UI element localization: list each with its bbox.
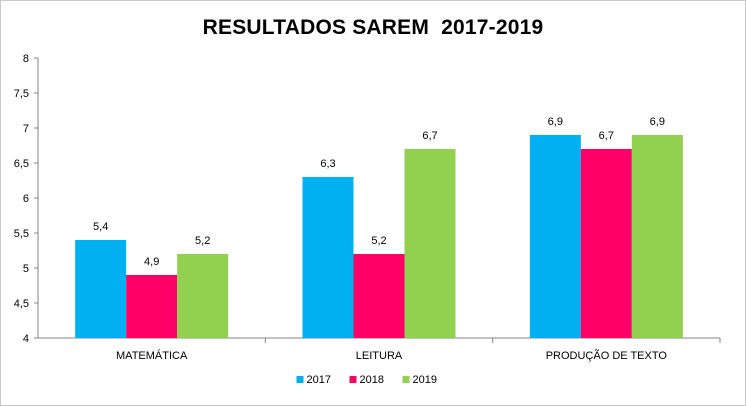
y-tick-label: 7 (23, 123, 29, 135)
data-label: 5,4 (93, 221, 108, 233)
data-label: 5,2 (195, 235, 210, 247)
legend-label: 2018 (360, 374, 384, 386)
bar-2019 (177, 254, 229, 338)
bar-2018 (580, 149, 632, 338)
y-tick-label: 8 (23, 53, 29, 65)
bar-2019 (631, 135, 683, 338)
y-tick-label: 6,5 (14, 158, 29, 170)
bar-2017 (302, 177, 354, 338)
bar-2018 (126, 275, 178, 338)
data-label: 6,7 (422, 130, 437, 142)
legend-swatch-2017 (296, 376, 304, 383)
legend-label: 2017 (307, 374, 331, 386)
legend-swatch-2018 (349, 376, 357, 383)
y-tick-label: 5 (23, 263, 29, 275)
bar-2018 (353, 254, 405, 338)
bar-2019 (404, 149, 456, 338)
data-label: 6,7 (599, 130, 614, 142)
chart-title: RESULTADOS SAREM 2017-2019 (202, 16, 544, 39)
bar-2017 (75, 240, 127, 338)
data-label: 5,2 (371, 235, 386, 247)
legend-label: 2019 (413, 374, 437, 386)
data-label: 6,9 (650, 116, 665, 128)
data-label: 6,9 (548, 116, 563, 128)
legend-swatch-2019 (402, 376, 410, 383)
y-tick-label: 6 (23, 193, 29, 205)
category-label: LEITURA (356, 350, 403, 362)
data-label: 6,3 (320, 158, 335, 170)
category-label: MATEMÁTICA (116, 349, 188, 362)
y-tick-label: 4 (23, 333, 29, 345)
bar-2017 (529, 135, 581, 338)
y-tick-label: 4,5 (14, 298, 29, 310)
data-label: 4,9 (144, 256, 159, 268)
y-tick-label: 5,5 (14, 228, 29, 240)
category-label: PRODUÇÃO DE TEXTO (546, 349, 668, 362)
y-tick-label: 7,5 (14, 88, 29, 100)
